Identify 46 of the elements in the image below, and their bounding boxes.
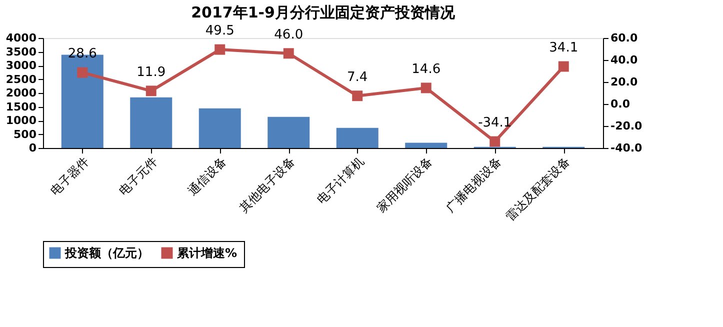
y-tick-label: 1500	[6, 100, 37, 114]
y-tick-label: 1000	[6, 114, 37, 127]
point	[558, 61, 569, 72]
x-tick-label: 家用视听设备	[374, 154, 436, 215]
y2-tick-label: -20.0	[610, 120, 643, 132]
y-tick-label: 3500	[6, 45, 37, 58]
data-label: -34.1	[478, 116, 512, 131]
point	[77, 67, 88, 78]
bar	[268, 116, 310, 148]
x-tick-label: 其他电子设备	[236, 154, 298, 215]
point	[214, 44, 226, 55]
y2-tick-label: -40.0	[610, 142, 643, 154]
y2-tick-label: 0.0	[610, 98, 630, 110]
data-label: 7.4	[347, 70, 368, 85]
y-tick-label: 0	[28, 142, 37, 154]
point	[352, 90, 363, 102]
y-tick-label: 3000	[6, 59, 37, 72]
x-tick-label: 电子计算机	[314, 154, 366, 206]
y-tick-label: 2000	[6, 86, 37, 100]
bar	[198, 108, 241, 148]
y2-tick-label: 20.0	[610, 76, 638, 88]
chart-title: 2017年1-9月分行业固定资产投资情况	[191, 4, 456, 22]
bar	[405, 142, 448, 148]
point	[283, 48, 294, 59]
y-tick-label: 500	[14, 128, 37, 141]
legend-label: 投资额（亿元）	[64, 246, 149, 260]
legend-label: 累计增速%	[176, 246, 238, 260]
data-label: 46.0	[274, 27, 304, 42]
y2-tick-label: 40.0	[610, 54, 638, 66]
data-label: 14.6	[412, 62, 441, 77]
point	[146, 86, 156, 96]
data-label: 49.5	[205, 24, 234, 39]
x-tick-label: 电子器件	[48, 154, 92, 198]
y-tick-label: 4000	[6, 32, 37, 44]
data-label: 11.9	[136, 64, 166, 80]
data-label: 34.1	[549, 40, 578, 56]
point	[420, 82, 432, 94]
x-tick-label: 广播电视设备	[443, 154, 504, 215]
y-tick-label: 2500	[6, 72, 37, 86]
x-tick-label: 电子元件	[116, 154, 160, 198]
y2-tick-label: 60.0	[610, 32, 638, 44]
point	[490, 136, 500, 147]
x-tick-label: 雷达及配套设备	[503, 154, 573, 224]
bar	[336, 128, 378, 148]
bar	[130, 97, 172, 148]
x-tick-label: 通信设备	[185, 154, 229, 198]
